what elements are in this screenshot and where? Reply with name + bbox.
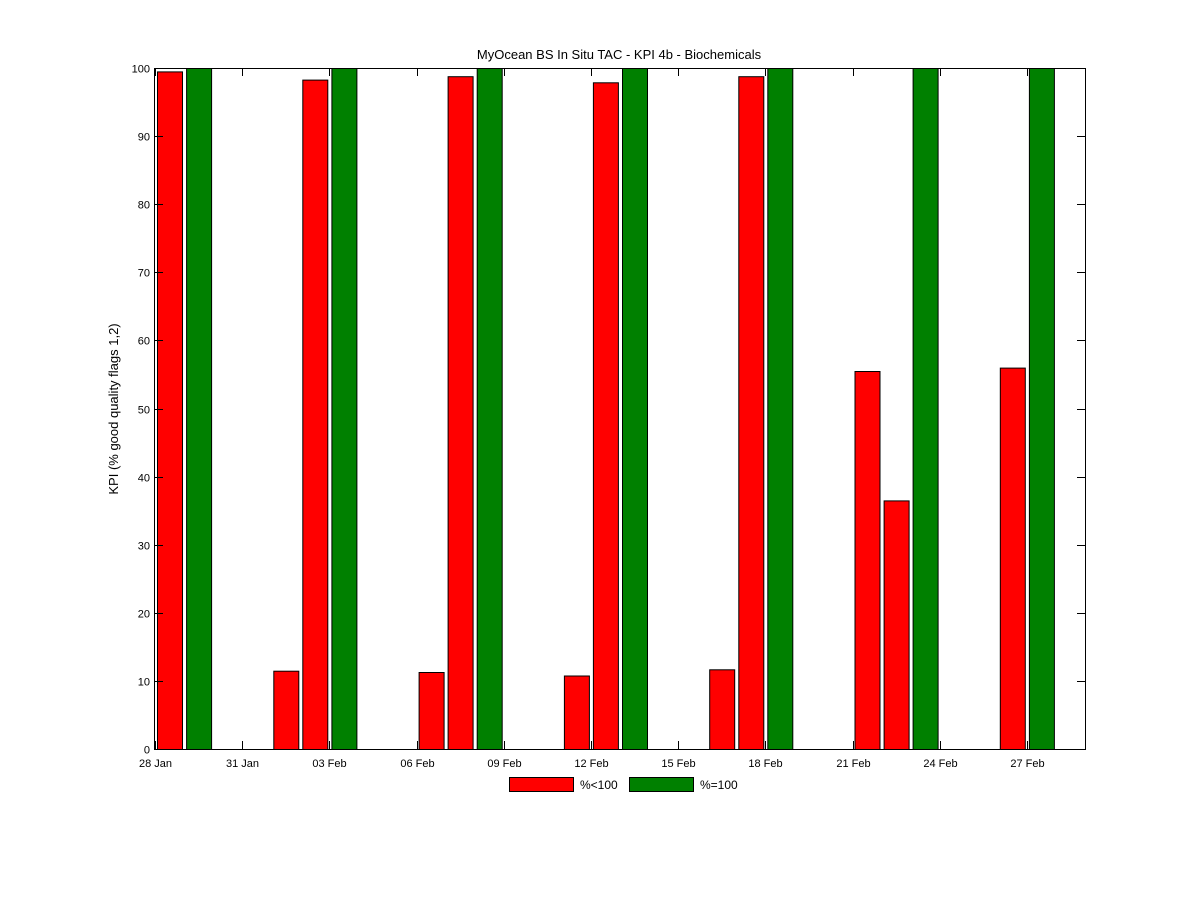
y-tick-label-90: 90 <box>138 132 150 144</box>
bar-series-1-1 <box>157 71 183 750</box>
bar-series-1-6 <box>563 675 590 750</box>
x-tick-label-6: 12 Feb <box>574 758 608 770</box>
plot-frame <box>154 68 1086 750</box>
y-tick-label-0: 0 <box>144 745 150 757</box>
x-tick-label-8: 18 Feb <box>748 758 782 770</box>
bar-series-1-5 <box>447 76 474 750</box>
bar-series-2-4 <box>622 68 648 750</box>
y-tick-label-20: 20 <box>138 609 150 621</box>
bar-series-2-1 <box>186 68 213 750</box>
y-tick-label-30: 30 <box>138 541 150 553</box>
legend-label-series-2: %=100 <box>700 778 738 792</box>
bar-series-2-3 <box>476 68 503 750</box>
bar-series-2-5 <box>767 68 794 750</box>
y-tick-label-60: 60 <box>138 336 150 348</box>
bar-series-1-7 <box>592 82 619 751</box>
y-tick-label-70: 70 <box>138 268 150 280</box>
y-tick-label-100: 100 <box>132 64 150 76</box>
x-tick-label-11: 27 Feb <box>1010 758 1044 770</box>
bar-series-1-8 <box>709 669 736 750</box>
y-tick-label-80: 80 <box>138 200 150 212</box>
legend-label-series-1: %<100 <box>580 778 618 792</box>
bar-series-1-9 <box>738 76 765 750</box>
bars-layer <box>157 68 1055 751</box>
x-tick-label-9: 21 Feb <box>836 758 870 770</box>
x-tick-label-1: 28 Jan <box>139 758 172 770</box>
legend-swatch-series-1 <box>509 777 574 792</box>
y-axis-title: KPI (% good quality flags 1,2) <box>106 323 121 494</box>
bar-series-1-12 <box>999 367 1026 750</box>
bar-series-1-11 <box>883 500 910 750</box>
bar-series-1-3 <box>302 79 329 751</box>
bar-series-1-4 <box>418 672 445 750</box>
x-tick-label-3: 03 Feb <box>312 758 346 770</box>
x-tick-label-7: 15 Feb <box>661 758 695 770</box>
x-tick-label-5: 09 Feb <box>487 758 521 770</box>
y-axis: 0 10 20 30 40 50 60 70 80 90 100 <box>132 64 1085 757</box>
bar-series-1-2 <box>273 670 300 751</box>
bar-series-2-6 <box>912 68 939 750</box>
x-tick-label-10: 24 Feb <box>923 758 957 770</box>
bar-series-2-2 <box>331 68 358 750</box>
y-tick-label-50: 50 <box>138 405 150 417</box>
y-tick-label-40: 40 <box>138 473 150 485</box>
bar-series-1-10 <box>854 371 881 750</box>
y-tick-label-10: 10 <box>138 677 150 689</box>
legend: %<100 %=100 <box>504 773 749 796</box>
bar-series-2-7 <box>1028 68 1055 750</box>
chart-title: MyOcean BS In Situ TAC - KPI 4b - Bioche… <box>477 47 762 62</box>
x-tick-label-4: 06 Feb <box>400 758 434 770</box>
x-tick-label-2: 31 Jan <box>226 758 259 770</box>
x-axis: 28 Jan 31 Jan 03 Feb 06 Feb 09 Feb 12 Feb 15 F… <box>139 68 1045 770</box>
legend-swatch-series-2 <box>629 777 694 792</box>
